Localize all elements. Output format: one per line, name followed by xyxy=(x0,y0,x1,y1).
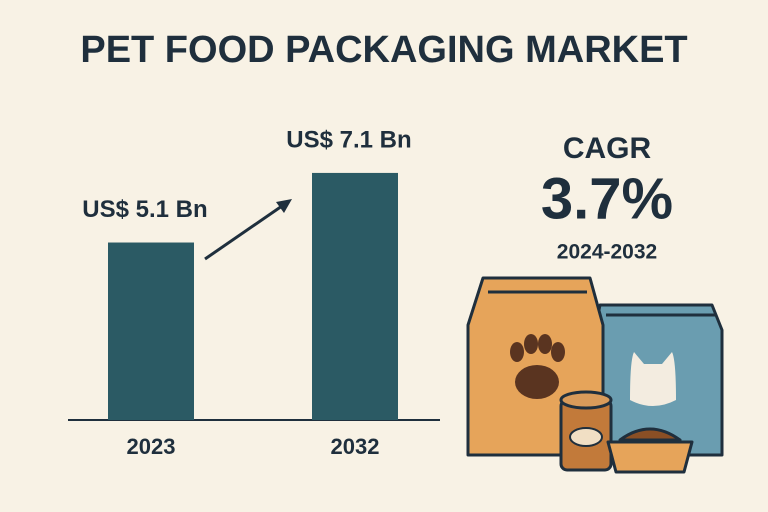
illustration xyxy=(466,276,724,474)
paw-icon xyxy=(510,334,565,399)
value-label: US$ 5.1 Bn xyxy=(82,196,207,223)
cagr-label: CAGR xyxy=(563,132,652,165)
can-top xyxy=(559,390,613,410)
arrow-head xyxy=(276,199,292,213)
x-tick-label: 2032 xyxy=(331,434,380,459)
value-label: US$ 7.1 Bn xyxy=(286,126,411,153)
arrow-line xyxy=(204,204,283,261)
chart-title: PET FOOD PACKAGING MARKET xyxy=(80,29,687,71)
trend-arrow xyxy=(204,199,292,261)
cagr-period: 2024-2032 xyxy=(557,241,657,264)
kibble xyxy=(618,427,682,442)
cagr-value: 3.7% xyxy=(541,166,673,231)
fish-label xyxy=(569,427,603,447)
cat-icon xyxy=(630,352,676,406)
bar xyxy=(108,242,194,420)
bowl xyxy=(606,440,694,474)
bar xyxy=(312,172,398,420)
x-tick-label: 2023 xyxy=(127,434,176,459)
